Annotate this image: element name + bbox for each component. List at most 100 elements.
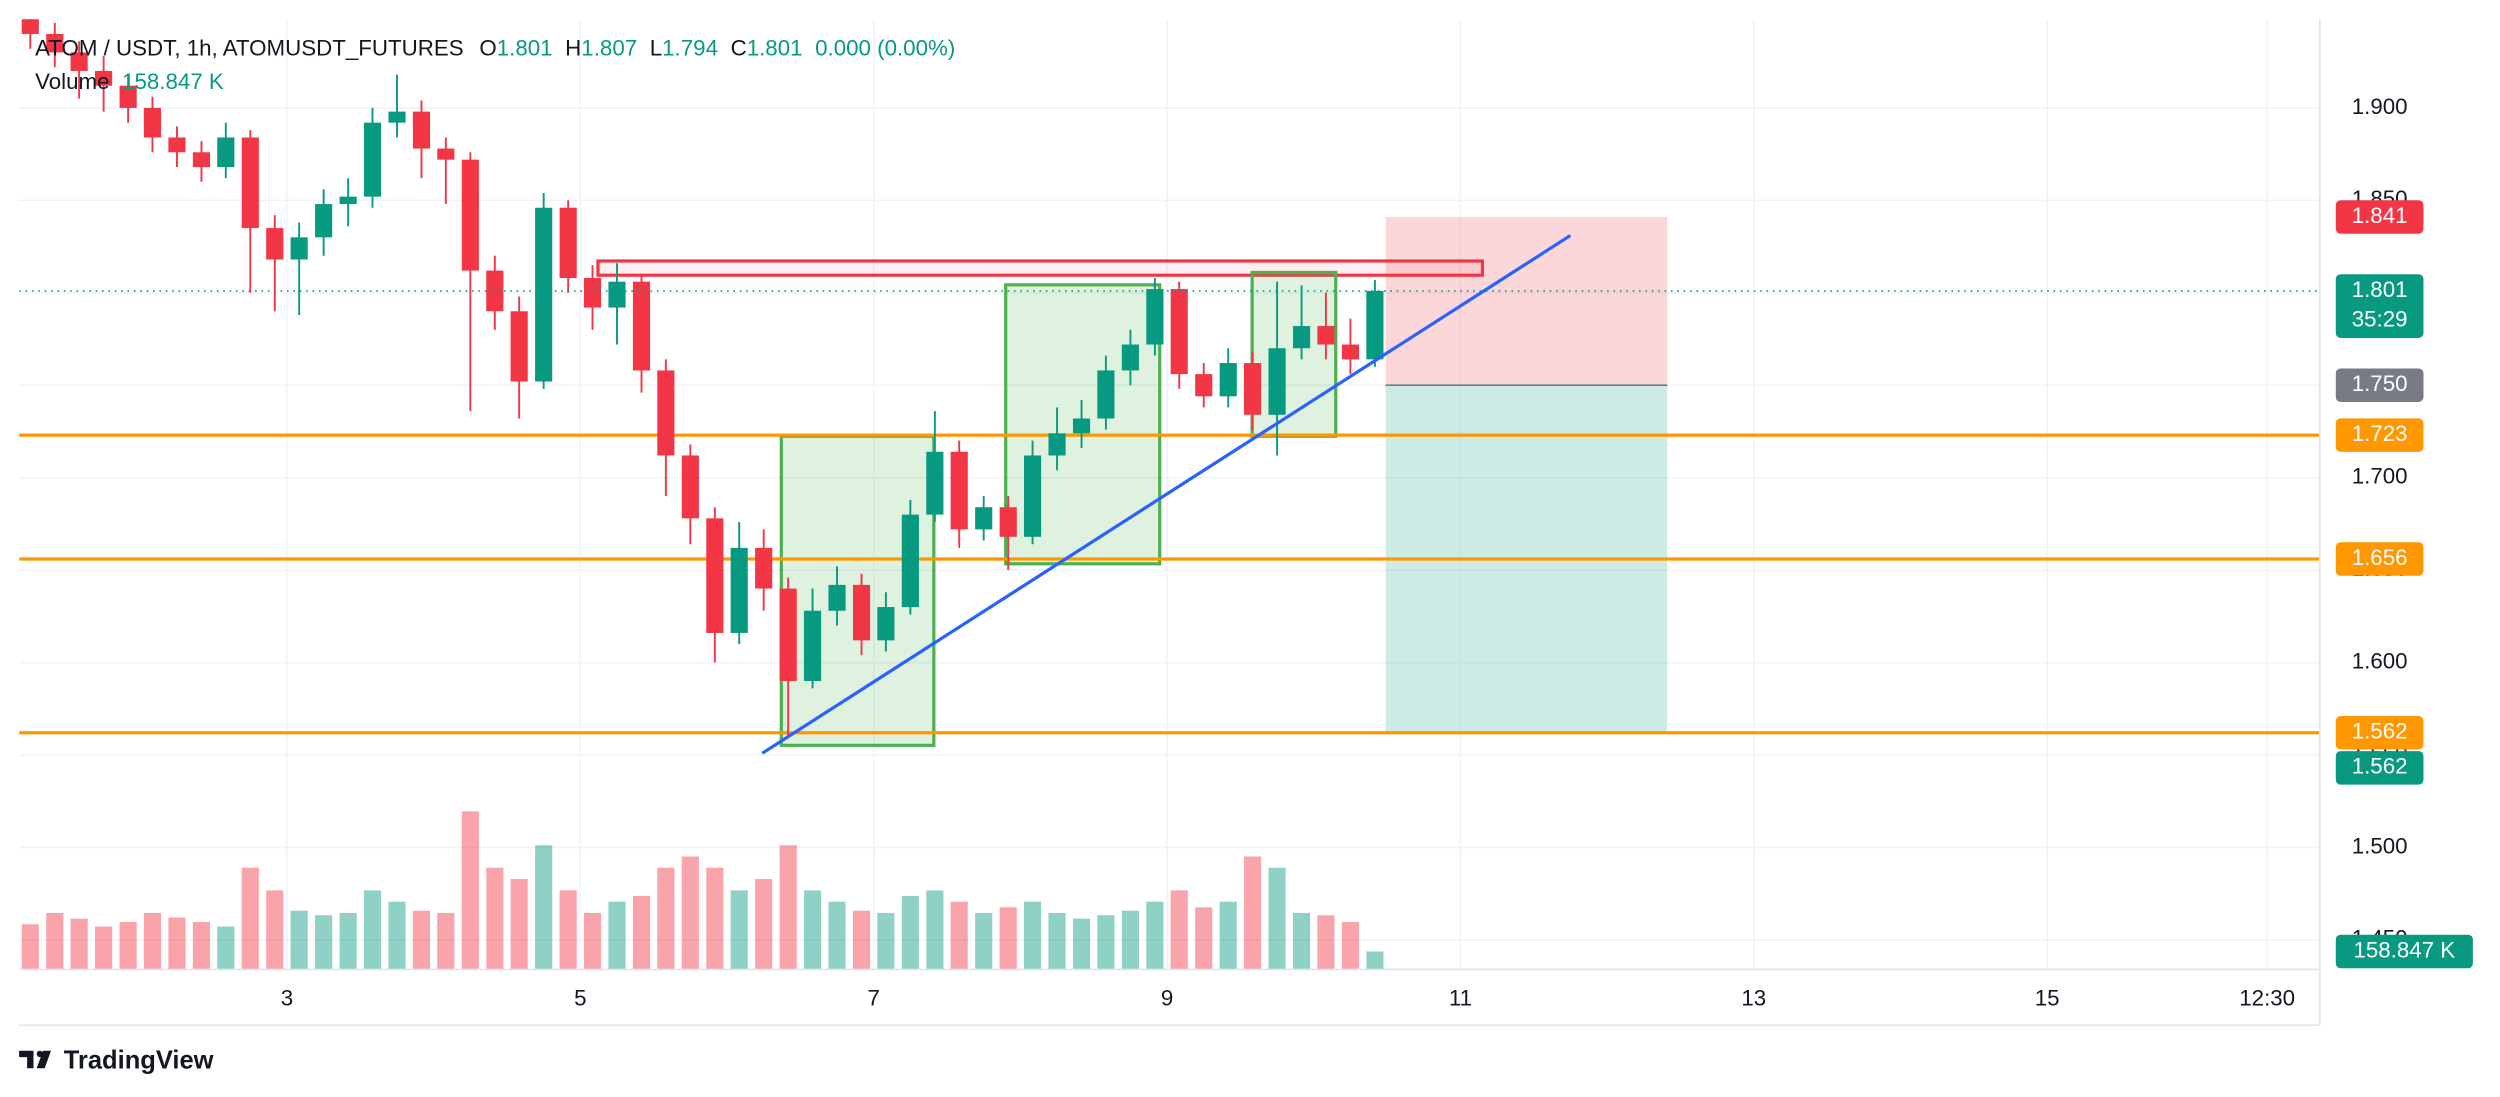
volume-bar (266, 890, 284, 970)
candle-body (388, 111, 406, 123)
candle-body (975, 507, 993, 530)
volume-bar (315, 915, 333, 970)
candle-body (950, 451, 968, 530)
candle-body (1072, 418, 1091, 434)
volume-bar (412, 910, 431, 970)
price-label-box (2335, 542, 2424, 576)
volume-bar (1341, 921, 1359, 970)
y-tick-label: 1.900 (2352, 94, 2408, 119)
volume-bar (1292, 912, 1311, 970)
volume-legend: Volume 158.847 K (35, 69, 224, 94)
volume-label: 158.847 K (2353, 937, 2455, 962)
volume-bar (1097, 915, 1115, 970)
x-tick-label: 5 (574, 986, 586, 1011)
y-tick-label: 1.700 (2352, 464, 2408, 489)
candle-body (1341, 344, 1359, 360)
candle-body (1317, 326, 1335, 345)
volume-bar (217, 926, 235, 970)
volume-bar (828, 901, 846, 970)
candle-body (1146, 289, 1164, 345)
candle-body (901, 514, 919, 608)
change: 0.000 (0.00%) (815, 35, 955, 60)
volume-bar (1268, 867, 1286, 970)
candle-body (363, 122, 382, 197)
price-label: 1.841 (2352, 203, 2408, 228)
candle-body (852, 584, 871, 641)
volume-bar (535, 845, 553, 970)
price-label-box (2335, 200, 2424, 234)
volume-bar (1121, 910, 1139, 970)
candle-body (412, 111, 431, 149)
zone-box (596, 259, 1485, 277)
plot-area (19, 19, 2320, 970)
volume-bar (1195, 907, 1213, 970)
volume-bar (950, 901, 968, 970)
volume-bar (975, 912, 993, 970)
price-label: 1.562 (2352, 719, 2408, 744)
volume-bar (241, 867, 259, 970)
candle-body (1121, 344, 1139, 371)
candle-body (583, 277, 602, 308)
volume-bar (755, 879, 773, 970)
candle-body (1023, 455, 1042, 537)
price-labels: 1.841 1.801 35:29 1.750 1.723 1.656 1.562 1.562… (2335, 200, 2473, 969)
logo-dot (36, 1050, 44, 1058)
candle-body (1097, 370, 1115, 419)
grid (19, 19, 2320, 970)
candle-body (70, 52, 88, 71)
candle-body (95, 70, 113, 86)
candle-body (339, 196, 357, 205)
candle-body (486, 270, 504, 312)
volume-bar (681, 856, 699, 970)
volume-bar (730, 890, 748, 970)
volume-label-box (2335, 934, 2473, 969)
ohlc-key: H (565, 35, 581, 60)
x-tick-label: 15 (2035, 986, 2060, 1011)
candle-body (21, 19, 39, 34)
candle-body (730, 547, 748, 633)
candle-body (877, 607, 895, 641)
volume-bar (1317, 915, 1335, 970)
candle-body (168, 137, 186, 153)
candle-body (1170, 289, 1188, 375)
candle-body (266, 228, 284, 260)
y-tick-label: 1.500 (2352, 833, 2408, 858)
candle-body (1195, 374, 1213, 397)
ohlc-key: C (731, 35, 747, 60)
volume-bar (168, 917, 186, 970)
candle-body (1366, 290, 1384, 360)
volume-value: 158.847 K (122, 69, 224, 94)
volume-bar (1072, 918, 1091, 970)
candle-body (119, 85, 137, 108)
candle-body (926, 451, 944, 515)
volume-bar (779, 845, 797, 970)
volume-bar (706, 867, 724, 970)
x-tick-label: 13 (1741, 986, 1766, 1011)
x-tick-label: 3 (281, 986, 293, 1011)
candle-body (999, 507, 1017, 537)
volume-bar (583, 912, 602, 970)
brand-name: TradingView (64, 1047, 214, 1075)
volume-bar (657, 867, 675, 970)
volume-bar (143, 912, 162, 970)
logo-icon (19, 1050, 52, 1069)
price-label-box (2335, 716, 2424, 750)
candle-body (315, 204, 333, 238)
volume-bar (510, 879, 528, 970)
candle-body (192, 152, 211, 168)
candle-body (1244, 363, 1262, 415)
volume-bar (877, 912, 895, 970)
candle-body (535, 207, 553, 382)
symbol-title: ATOM / USDT, 1h, ATOMUSDT_FUTURES (35, 35, 464, 60)
ohlc-value: 1.794 (662, 35, 718, 60)
volume-bar (926, 890, 944, 970)
price-label: 1.656 (2352, 545, 2408, 570)
ohlc-value: 1.801 (747, 35, 803, 60)
volume-bar (339, 912, 357, 970)
ohlc-value: 1.801 (497, 35, 553, 60)
volume-bar (363, 890, 382, 970)
candle-body (706, 518, 724, 633)
price-label-box (2335, 418, 2424, 452)
